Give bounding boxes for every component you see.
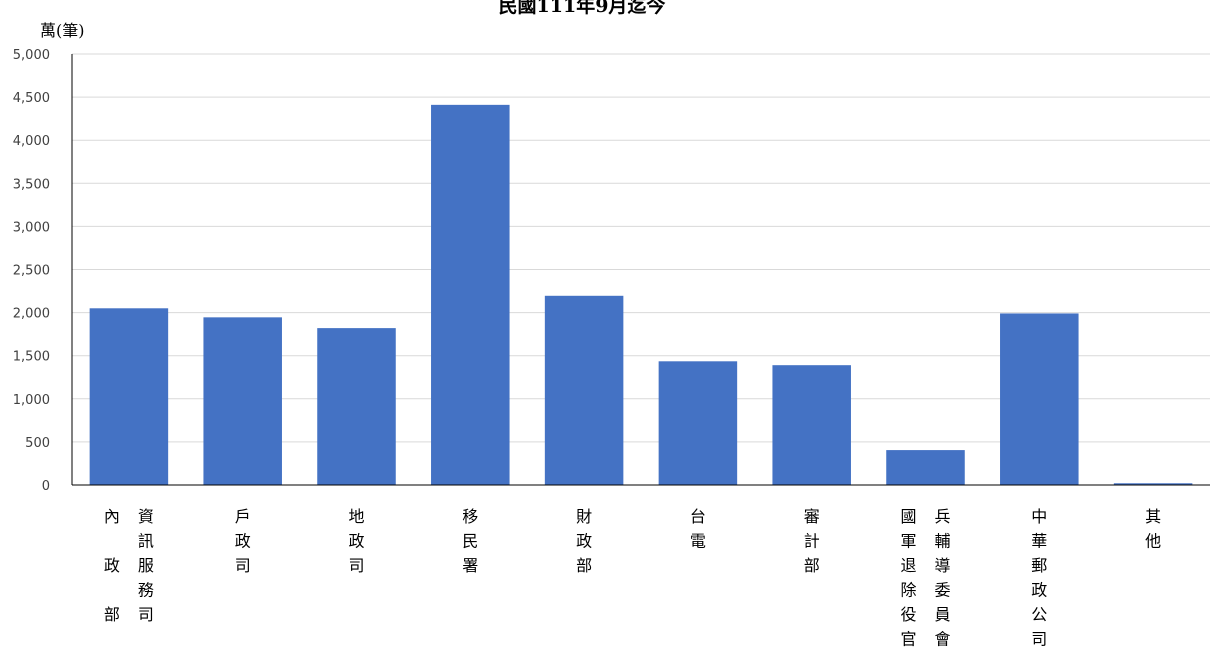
x-category-label: 審計部 (804, 507, 820, 575)
bar (1000, 313, 1079, 485)
x-category-char: 資 (138, 507, 154, 526)
y-tick-label: 4,000 (13, 134, 50, 149)
x-category-char: 司 (138, 605, 154, 624)
x-category-char: 役 (900, 605, 916, 624)
bar (886, 450, 965, 485)
y-tick-label: 500 (25, 436, 50, 451)
bar (431, 104, 510, 485)
x-category-char: 審 (804, 507, 820, 526)
x-category-char: 部 (576, 556, 592, 575)
x-category-char: 財 (576, 507, 592, 526)
chart-title: 民國111年9月迄今 (499, 0, 666, 17)
x-category-char: 司 (235, 556, 251, 575)
bar (317, 328, 396, 485)
y-tick-label: 4,500 (13, 91, 50, 106)
x-axis-category-labels: 內政部資訊服務司戶政司地政司移民署財政部台電審計部國軍退除役官兵輔導委員會中華郵… (104, 507, 1161, 649)
y-axis-ticks: 0 500 1,000 1,500 2,000 2,500 3,000 3,500 4,000 4… (13, 48, 50, 494)
x-category-label: 地政司 (348, 507, 364, 575)
y-tick-label: 1,500 (13, 350, 50, 365)
x-category-char: 政 (348, 532, 364, 551)
x-category-label: 台電 (690, 507, 706, 551)
bar (544, 295, 624, 485)
bar (89, 308, 169, 485)
x-category-char: 中 (1031, 507, 1047, 526)
x-category-char: 政 (104, 556, 120, 575)
y-tick-label: 5,000 (13, 48, 50, 63)
x-category-char: 軍 (900, 532, 916, 551)
x-category-char: 政 (235, 532, 251, 551)
y-axis-unit-label: 萬(筆) (40, 21, 85, 40)
bar (658, 361, 738, 485)
x-category-char: 戶 (235, 507, 251, 526)
x-category-char: 政 (1031, 581, 1047, 600)
x-category-char: 訊 (138, 532, 154, 551)
axes (71, 54, 1210, 486)
x-category-char: 員 (934, 605, 950, 624)
x-category-label: 移民署 (462, 507, 478, 575)
x-category-char: 電 (690, 532, 706, 551)
bar (1113, 483, 1193, 485)
y-tick-label: 2,500 (13, 264, 50, 279)
x-category-char: 政 (576, 532, 592, 551)
y-tick-label: 2,000 (13, 307, 50, 322)
x-category-char: 兵 (934, 507, 950, 526)
x-category-char: 委 (934, 581, 950, 600)
x-category-char: 內 (104, 507, 120, 526)
x-category-char: 公 (1031, 605, 1047, 624)
x-category-char: 移 (462, 507, 478, 526)
x-category-char: 除 (900, 581, 916, 600)
y-tick-label: 3,000 (13, 220, 50, 235)
x-category-char: 地 (348, 507, 364, 526)
x-category-char: 台 (690, 507, 706, 526)
x-category-char: 國 (900, 507, 916, 526)
x-category-char: 華 (1031, 532, 1047, 551)
x-category-char: 導 (934, 556, 950, 575)
bar (203, 317, 282, 485)
x-category-label: 其他 (1145, 507, 1161, 551)
x-category-char: 司 (348, 556, 364, 575)
x-category-char: 計 (804, 532, 820, 551)
x-category-char: 他 (1145, 532, 1161, 551)
x-category-char: 署 (462, 556, 478, 575)
y-tick-label: 3,500 (13, 177, 50, 192)
y-tick-label: 1,000 (13, 393, 50, 408)
x-category-char: 司 (1031, 630, 1047, 649)
y-tick-label: 0 (42, 479, 50, 494)
x-category-char: 服 (138, 556, 154, 575)
x-category-char: 務 (138, 581, 154, 600)
x-category-char: 會 (934, 630, 950, 649)
x-category-char: 民 (462, 532, 478, 551)
x-category-label: 財政部 (576, 507, 592, 575)
bars (89, 104, 1193, 485)
x-category-char: 部 (104, 605, 120, 624)
x-category-char: 郵 (1031, 556, 1047, 575)
x-category-char: 退 (900, 556, 916, 575)
x-category-label: 戶政司 (235, 507, 251, 575)
x-category-char: 官 (900, 630, 916, 649)
x-category-char: 輔 (934, 532, 950, 551)
bar (772, 365, 851, 485)
x-category-char: 其 (1145, 507, 1161, 526)
x-category-char: 部 (804, 556, 820, 575)
